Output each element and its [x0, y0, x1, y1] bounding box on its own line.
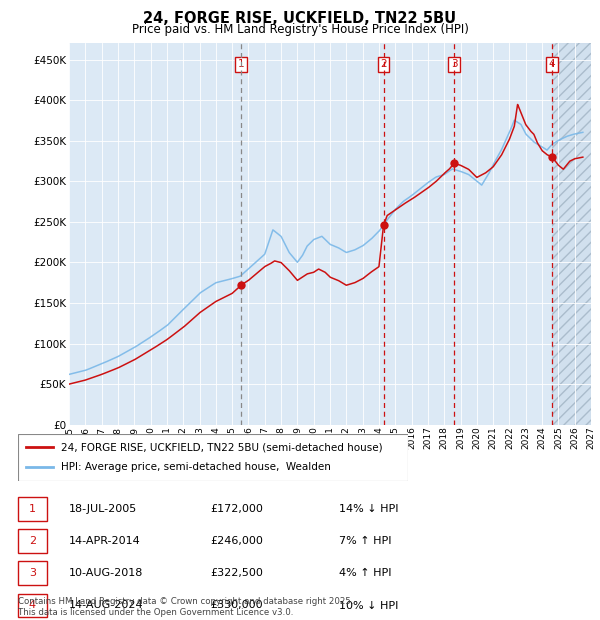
Text: Contains HM Land Registry data © Crown copyright and database right 2025.
This d: Contains HM Land Registry data © Crown c…: [18, 598, 353, 617]
Bar: [552, 43, 591, 425]
Text: Price paid vs. HM Land Registry's House Price Index (HPI): Price paid vs. HM Land Registry's House …: [131, 23, 469, 36]
Text: 14-APR-2014: 14-APR-2014: [69, 536, 141, 546]
Bar: [552, 43, 591, 425]
Text: £172,000: £172,000: [210, 504, 263, 514]
Text: £322,500: £322,500: [210, 569, 263, 578]
Text: 2: 2: [29, 536, 36, 546]
Text: 4% ↑ HPI: 4% ↑ HPI: [339, 569, 391, 578]
Text: 10-AUG-2018: 10-AUG-2018: [69, 569, 143, 578]
Text: 14% ↓ HPI: 14% ↓ HPI: [339, 504, 398, 514]
Text: £330,000: £330,000: [210, 601, 263, 611]
Text: 10% ↓ HPI: 10% ↓ HPI: [339, 601, 398, 611]
Text: 4: 4: [29, 601, 36, 611]
Text: 18-JUL-2005: 18-JUL-2005: [69, 504, 137, 514]
Text: £246,000: £246,000: [210, 536, 263, 546]
Text: 1: 1: [238, 60, 244, 69]
Text: 24, FORGE RISE, UCKFIELD, TN22 5BU (semi-detached house): 24, FORGE RISE, UCKFIELD, TN22 5BU (semi…: [61, 442, 383, 452]
Text: HPI: Average price, semi-detached house,  Wealden: HPI: Average price, semi-detached house,…: [61, 463, 331, 472]
Text: 7% ↑ HPI: 7% ↑ HPI: [339, 536, 391, 546]
Text: 3: 3: [451, 60, 457, 69]
Text: 14-AUG-2024: 14-AUG-2024: [69, 601, 143, 611]
Text: 4: 4: [549, 60, 556, 69]
Text: 3: 3: [29, 569, 36, 578]
Text: 2: 2: [380, 60, 387, 69]
Text: 1: 1: [29, 504, 36, 514]
Text: 24, FORGE RISE, UCKFIELD, TN22 5BU: 24, FORGE RISE, UCKFIELD, TN22 5BU: [143, 11, 457, 25]
